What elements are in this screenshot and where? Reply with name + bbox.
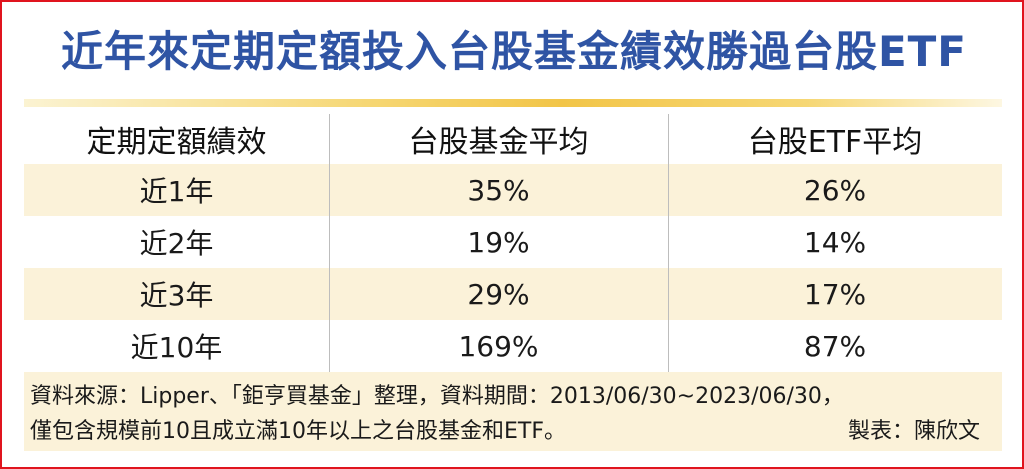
source-note-line1: 資料來源：Lipper、「鉅亨買基金」整理，資料期間：2013/06/30~20… bbox=[30, 384, 844, 409]
page-title: 近年來定期定額投入台股基金績效勝過台股ETF bbox=[60, 27, 968, 76]
table-row: 近3年 29% 17% bbox=[24, 268, 1002, 320]
title-underline bbox=[24, 99, 1002, 107]
table-row: 近2年 19% 14% bbox=[24, 216, 1002, 268]
period-cell: 近2年 bbox=[139, 227, 214, 260]
etf-value-cell: 17% bbox=[803, 277, 867, 311]
column-divider bbox=[668, 114, 669, 372]
table-row: 近1年 35% 26% bbox=[24, 164, 1002, 216]
fund-value-cell: 35% bbox=[467, 173, 530, 207]
source-note-line2: 僅包含規模前10且成立滿10年以上之台股基金和ETF。 bbox=[30, 419, 566, 444]
header-period: 定期定額績效 bbox=[86, 125, 267, 160]
performance-table: 定期定額績效 台股基金平均 台股ETF平均 近1年 35% 26% 近2年 19… bbox=[24, 114, 1002, 372]
table-header-row: 定期定額績效 台股基金平均 台股ETF平均 bbox=[24, 114, 1002, 164]
header-etf-average: 台股ETF平均 bbox=[747, 125, 923, 160]
etf-value-cell: 87% bbox=[803, 329, 867, 363]
period-cell: 近10年 bbox=[130, 331, 223, 364]
period-cell: 近3年 bbox=[139, 279, 214, 312]
chart-credit: 製表：陳欣文 bbox=[847, 419, 980, 444]
source-note: 資料來源：Lipper、「鉅亨買基金」整理，資料期間：2013/06/30~20… bbox=[24, 372, 1002, 451]
column-divider bbox=[329, 114, 330, 372]
fund-value-cell: 169% bbox=[458, 329, 539, 363]
header-fund-average: 台股基金平均 bbox=[408, 125, 589, 160]
etf-value-cell: 14% bbox=[803, 225, 867, 259]
table-row: 近10年 169% 87% bbox=[24, 320, 1002, 372]
fund-value-cell: 29% bbox=[467, 277, 530, 311]
period-cell: 近1年 bbox=[139, 175, 214, 208]
etf-value-cell: 26% bbox=[803, 173, 867, 207]
fund-value-cell: 19% bbox=[467, 225, 530, 259]
